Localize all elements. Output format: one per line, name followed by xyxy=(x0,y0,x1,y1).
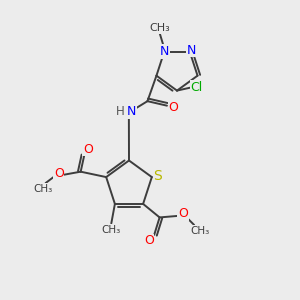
Text: O: O xyxy=(144,234,154,247)
Text: H: H xyxy=(116,105,125,118)
Text: N: N xyxy=(187,44,196,56)
Text: O: O xyxy=(169,101,178,114)
Text: O: O xyxy=(83,143,93,156)
Text: N: N xyxy=(127,105,136,118)
Text: O: O xyxy=(54,167,64,180)
Text: N: N xyxy=(160,45,169,58)
Text: Cl: Cl xyxy=(190,81,202,94)
Text: CH₃: CH₃ xyxy=(102,225,121,235)
Text: S: S xyxy=(154,169,162,183)
Text: O: O xyxy=(178,207,188,220)
Text: CH₃: CH₃ xyxy=(149,23,170,33)
Text: CH₃: CH₃ xyxy=(190,226,209,236)
Text: CH₃: CH₃ xyxy=(33,184,52,194)
